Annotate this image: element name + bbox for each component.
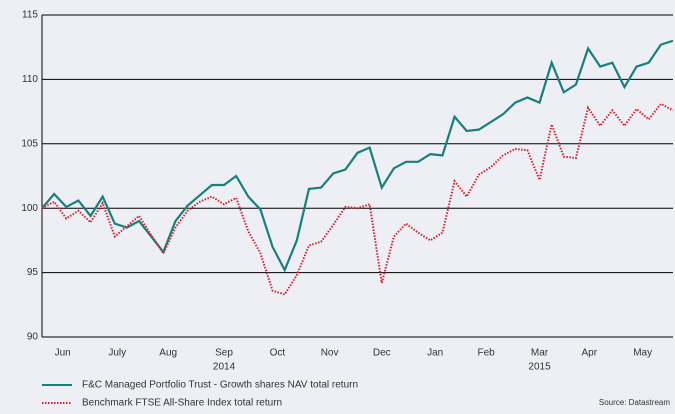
y-tick-label: 90 [27, 332, 39, 343]
y-tick-label: 105 [21, 138, 38, 149]
y-tick-label: 110 [22, 74, 38, 85]
legend-label: Benchmark FTSE All-Share Index total ret… [82, 398, 282, 409]
x-tick-label: Sep [215, 348, 233, 359]
x-tick-label: Nov [321, 348, 339, 359]
x-tick-label: Feb [478, 348, 496, 359]
series-line [41, 102, 674, 296]
y-tick-label: 115 [22, 10, 38, 21]
x-tick-label: Jun [55, 348, 71, 359]
x-tick-label: July [108, 348, 126, 359]
x-tick-label: Apr [581, 348, 597, 359]
y-tick-label: 95 [27, 267, 39, 278]
x-tick-label: May [633, 348, 652, 359]
x-tick-label: Mar [531, 348, 549, 359]
legend-label: F&C Managed Portfolio Trust - Growth sha… [82, 380, 358, 391]
x-tick-label: Oct [270, 348, 286, 359]
y-tick-label: 100 [21, 203, 38, 214]
year-label: 2014 [213, 362, 236, 373]
series-line [41, 39, 674, 273]
x-tick-label: Aug [159, 348, 177, 359]
source-note: Source: Datastream [599, 398, 670, 407]
x-tick-label: Jan [427, 348, 443, 359]
year-label: 2015 [528, 362, 551, 373]
x-tick-label: Dec [373, 348, 391, 359]
